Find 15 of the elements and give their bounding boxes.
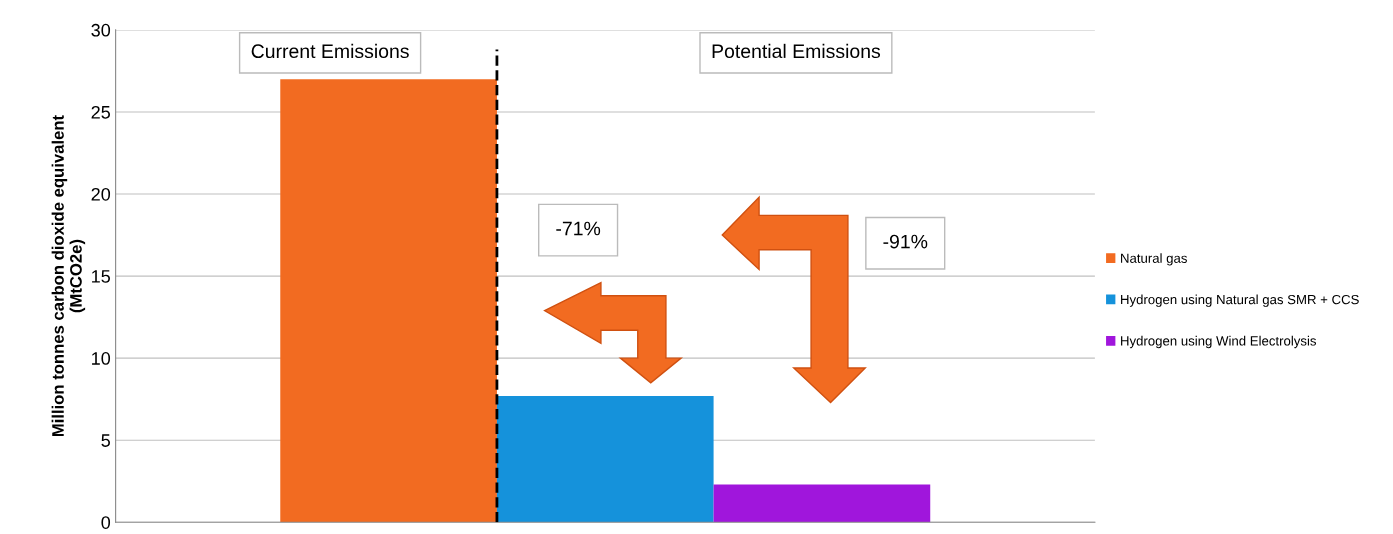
legend-label: Natural gas bbox=[1121, 253, 1187, 266]
y-tick-label: 15 bbox=[92, 270, 110, 283]
y-tick-label: 30 bbox=[91, 23, 111, 37]
y-tick-label: 10 bbox=[92, 352, 111, 365]
legend-label: Hydrogen using Wind Electrolysis bbox=[1121, 335, 1317, 349]
annotation: Current Emissions bbox=[251, 43, 409, 59]
annotation: -71% bbox=[556, 221, 601, 236]
annotation: Potential Emissions bbox=[712, 43, 881, 59]
y-tick-label: 25 bbox=[91, 105, 110, 119]
y-tick-label: 0 bbox=[101, 516, 111, 529]
y-tick-label: 20 bbox=[91, 187, 111, 201]
y-axis-title: Million tonnes carbon dioxide equivalent (MtCO2e) bbox=[51, 115, 86, 437]
annotation: -91% bbox=[883, 234, 928, 249]
y-tick-label: 5 bbox=[101, 434, 110, 447]
legend-label: Hydrogen using Natural gas SMR + CCS bbox=[1121, 294, 1359, 307]
